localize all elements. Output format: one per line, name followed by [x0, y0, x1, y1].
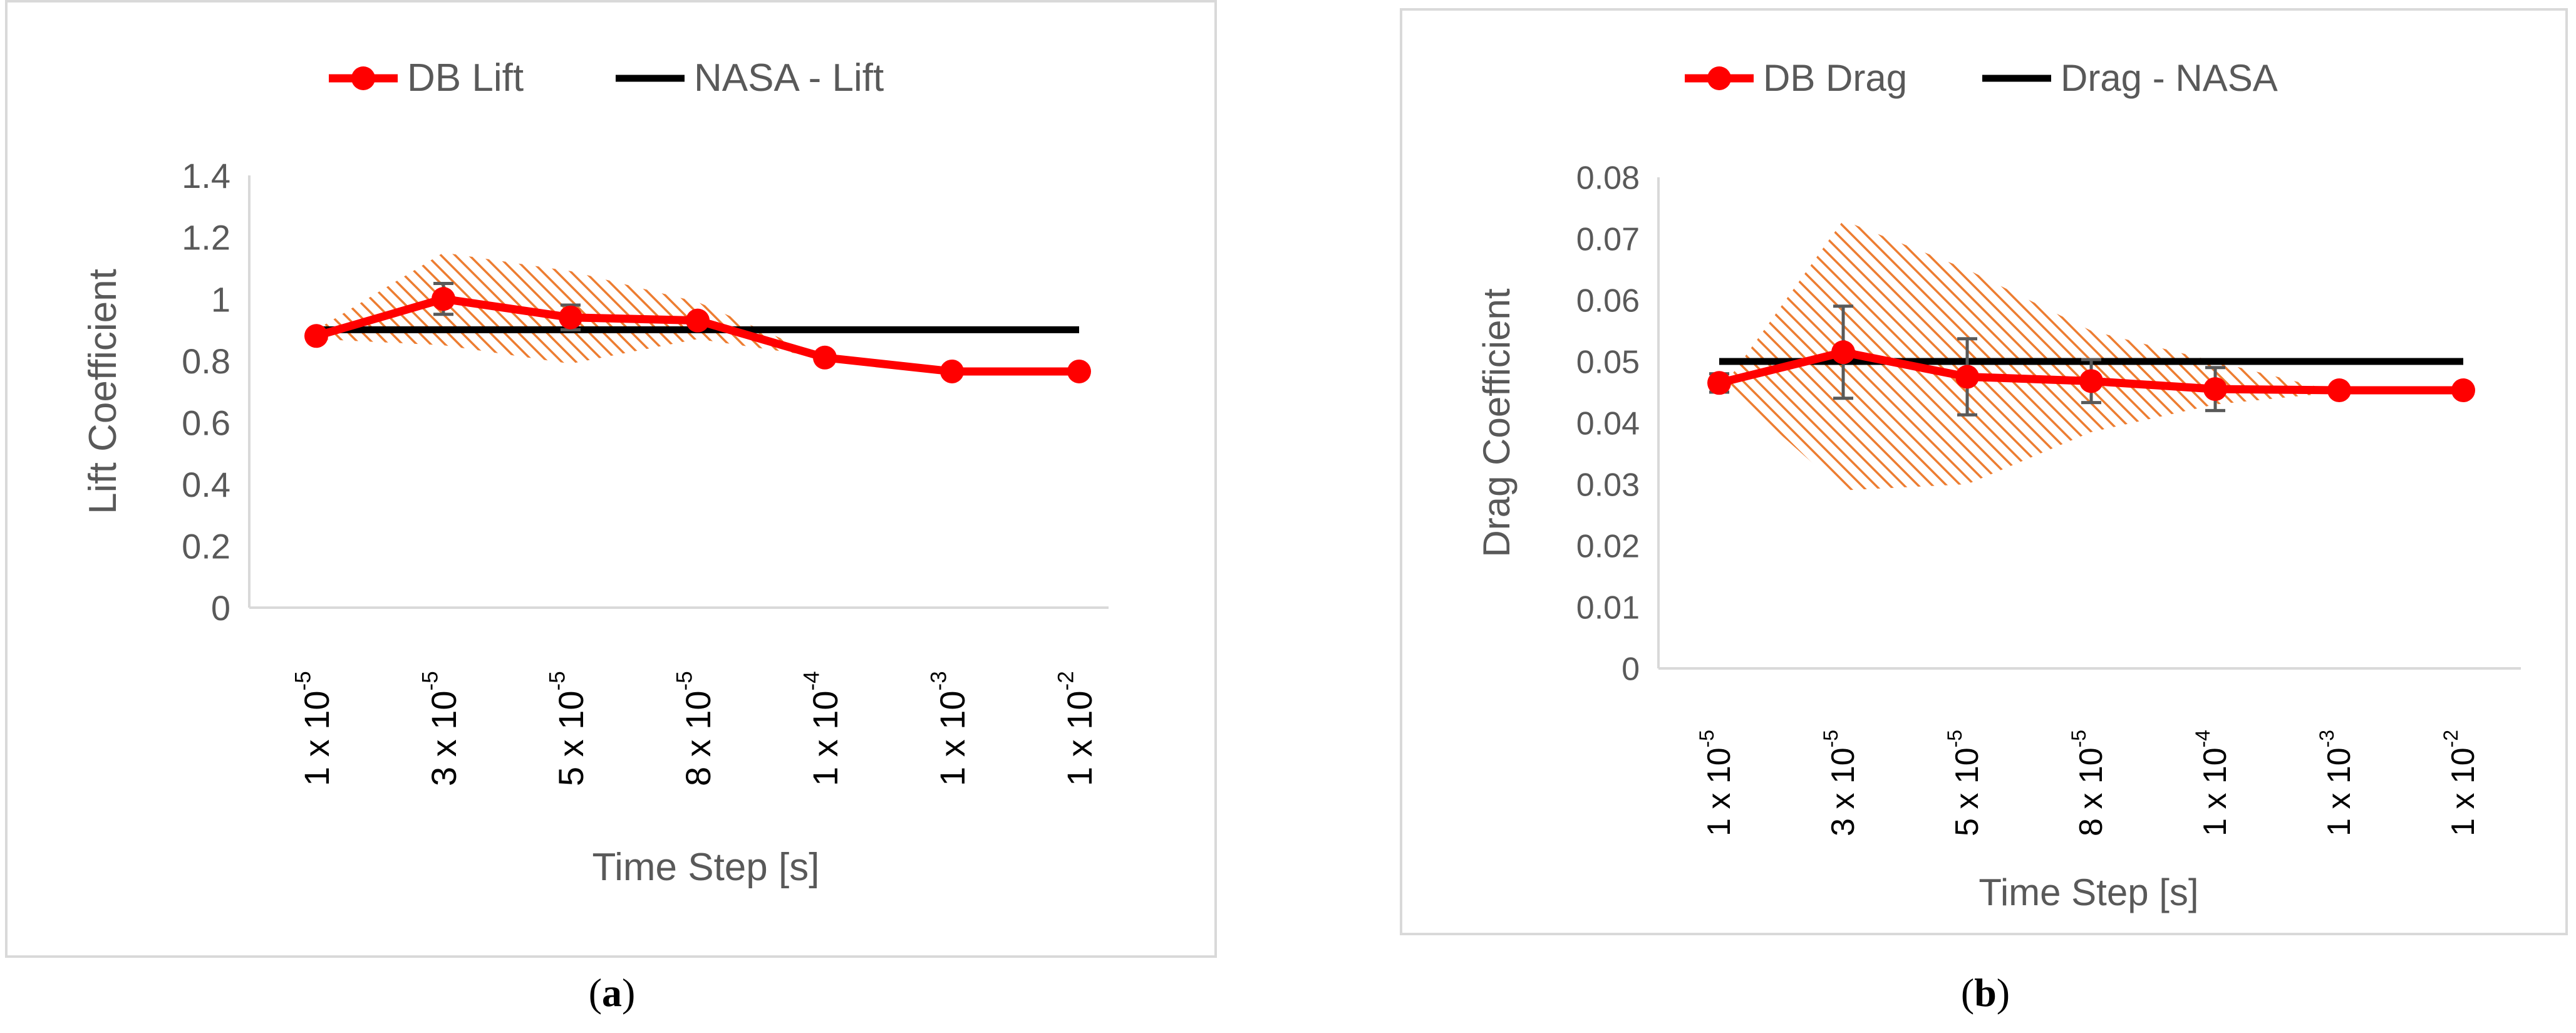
x-tick-mantissa: 1 x 10: [2197, 747, 2233, 836]
data-point-b: [2451, 378, 2475, 403]
x-tick-label-a: 3 x 10-5: [418, 671, 463, 786]
x-tick-exponent: -5: [291, 671, 315, 690]
data-point-a: [686, 308, 710, 333]
x-tick-label-a: 1 x 10-4: [799, 671, 844, 786]
x-tick-label-b: 1 x 10-3: [2315, 730, 2357, 836]
x-tick-mantissa: 5 x 10: [551, 690, 591, 786]
caption-a: (a): [588, 970, 636, 1015]
x-tick-exponent: -5: [1943, 730, 1966, 747]
x-tick-mantissa: 1 x 10: [297, 690, 336, 786]
x-tick-label-b: 1 x 10-2: [2439, 730, 2481, 836]
y-tick-label-b: 0.06: [1576, 283, 1640, 319]
x-tick-exponent: -2: [2439, 730, 2462, 747]
data-point-b: [2203, 377, 2227, 402]
x-tick-mantissa: 1 x 10: [805, 690, 845, 786]
data-point-b: [1831, 340, 1855, 365]
data-point-a: [559, 305, 582, 330]
x-tick-label-a: 1 x 10-5: [291, 671, 336, 786]
x-tick-label-b: 1 x 10-4: [2191, 730, 2233, 836]
y-tick-label-a: 1: [211, 279, 230, 319]
x-tick-mantissa: 1 x 10: [2445, 747, 2481, 836]
y-tick-label-a: 0.6: [182, 403, 230, 442]
data-point-b: [1707, 371, 1731, 395]
chart-panel-a: [5, 0, 1217, 958]
y-axis-title-b: Drag Coefficient: [1476, 288, 1518, 557]
legend-label-b: Drag - NASA: [2061, 57, 2278, 99]
legend-label-a: NASA - Lift: [694, 56, 884, 100]
legend-marker-a: [351, 66, 375, 90]
y-tick-label-b: 0.02: [1576, 529, 1640, 565]
data-point-a: [940, 359, 964, 383]
x-tick-exponent: -4: [2191, 730, 2214, 747]
x-tick-mantissa: 1 x 10: [1701, 747, 1737, 836]
x-tick-label-a: 5 x 10-5: [545, 671, 590, 786]
x-tick-exponent: -5: [2067, 730, 2090, 747]
y-tick-label-b: 0.08: [1576, 160, 1640, 197]
data-point-a: [813, 345, 837, 370]
x-tick-exponent: -3: [926, 671, 951, 690]
y-tick-label-b: 0: [1622, 651, 1640, 688]
legend-marker-b: [1707, 66, 1731, 90]
x-tick-label-b: 3 x 10-5: [1819, 730, 1861, 836]
x-tick-mantissa: 8 x 10: [678, 690, 718, 786]
data-point-a: [304, 324, 328, 348]
x-tick-label-b: 5 x 10-5: [1943, 730, 1985, 836]
x-tick-label-a: 8 x 10-5: [672, 671, 717, 786]
y-tick-label-b: 0.05: [1576, 345, 1640, 381]
x-tick-mantissa: 1 x 10: [1060, 690, 1099, 786]
x-tick-exponent: -3: [2315, 730, 2338, 747]
data-point-b: [2079, 369, 2103, 393]
y-tick-label-a: 0.8: [182, 341, 230, 381]
y-tick-label-b: 0.03: [1576, 467, 1640, 504]
x-tick-exponent: -5: [672, 671, 696, 690]
legend-label-a: DB Lift: [407, 56, 524, 100]
x-axis-title-a: Time Step [s]: [592, 846, 820, 889]
x-tick-label-a: 1 x 10-3: [926, 671, 971, 786]
x-axis-title-b: Time Step [s]: [1979, 871, 2198, 913]
x-tick-exponent: -5: [545, 671, 569, 690]
x-tick-exponent: -5: [1695, 730, 1718, 747]
y-tick-label-b: 0.07: [1576, 222, 1640, 258]
x-tick-label-b: 1 x 10-5: [1695, 730, 1737, 836]
x-tick-exponent: -2: [1053, 671, 1078, 690]
x-tick-exponent: -5: [418, 671, 442, 690]
y-tick-label-b: 0.01: [1576, 590, 1640, 626]
y-tick-label-a: 1.2: [182, 218, 230, 257]
y-tick-label-a: 1.4: [182, 156, 230, 195]
chart-b: 00.010.020.030.040.050.060.070.081 x 10-…: [1476, 57, 2521, 913]
x-tick-mantissa: 3 x 10: [1825, 747, 1861, 836]
y-tick-label-a: 0.2: [182, 527, 230, 566]
y-tick-label-b: 0.04: [1576, 406, 1640, 442]
x-tick-mantissa: 3 x 10: [424, 690, 463, 786]
x-tick-exponent: -5: [1819, 730, 1842, 747]
x-tick-mantissa: 1 x 10: [933, 690, 972, 786]
data-point-a: [1067, 359, 1091, 383]
x-tick-mantissa: 5 x 10: [1949, 747, 1985, 836]
data-point-b: [2327, 378, 2351, 403]
y-axis-title-a: Lift Coefficient: [81, 269, 125, 514]
x-tick-mantissa: 1 x 10: [2321, 747, 2357, 836]
x-tick-label-a: 1 x 10-2: [1053, 671, 1099, 786]
uncertainty-band-b: [1719, 220, 2339, 491]
legend-label-b: DB Drag: [1763, 57, 1907, 99]
y-tick-label-a: 0: [211, 588, 230, 628]
caption-b: (b): [1960, 970, 2010, 1015]
y-tick-label-a: 0.4: [182, 465, 230, 504]
data-point-b: [1955, 365, 1979, 389]
chart-a: 00.20.40.60.811.21.41 x 10-53 x 10-55 x …: [81, 56, 1109, 889]
data-point-a: [432, 287, 455, 311]
x-tick-label-b: 8 x 10-5: [2067, 730, 2109, 836]
x-tick-mantissa: 8 x 10: [2073, 747, 2109, 836]
x-tick-exponent: -4: [799, 671, 824, 690]
